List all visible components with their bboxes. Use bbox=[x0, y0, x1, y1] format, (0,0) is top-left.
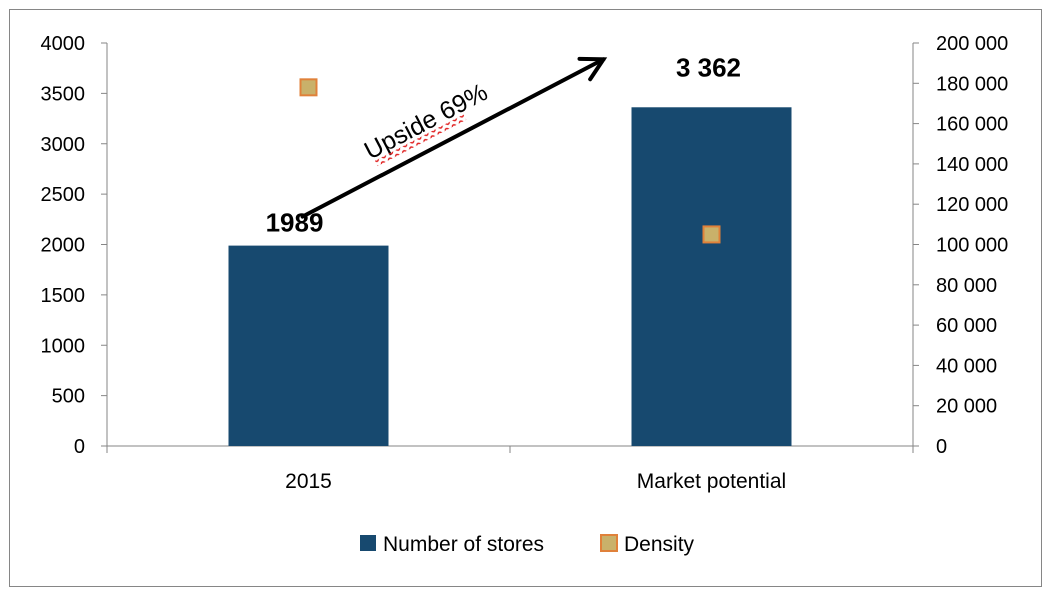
left-tick-label: 2500 bbox=[41, 184, 86, 206]
marker-series bbox=[299, 78, 721, 244]
left-tick-label: 1500 bbox=[41, 285, 86, 307]
right-tick-label: 200 000 bbox=[936, 33, 1008, 55]
left-tick-label: 500 bbox=[52, 386, 85, 408]
right-tick-label: 80 000 bbox=[936, 275, 997, 297]
x-axis: 2015 Market potential bbox=[106, 445, 914, 493]
left-tick-label: 1000 bbox=[41, 335, 86, 357]
chart-frame bbox=[9, 9, 1042, 587]
legend-label-number-of-stores: Number of stores bbox=[383, 533, 544, 556]
category-label: Market potential bbox=[637, 470, 786, 493]
right-tick-label: 20 000 bbox=[936, 396, 997, 418]
legend-swatch-number-of-stores bbox=[360, 535, 376, 551]
legend-swatch-density bbox=[600, 534, 618, 552]
right-tick-label: 0 bbox=[936, 436, 947, 458]
right-tick-label: 160 000 bbox=[936, 114, 1008, 136]
legend-label-density: Density bbox=[624, 533, 695, 556]
category-label: 2015 bbox=[285, 470, 332, 493]
left-tick-label: 0 bbox=[74, 436, 85, 458]
right-tick-label: 60 000 bbox=[936, 315, 997, 337]
density-marker bbox=[702, 225, 721, 244]
left-tick-label: 4000 bbox=[41, 33, 86, 55]
right-tick-label: 140 000 bbox=[936, 154, 1008, 176]
right-tick-label: 40 000 bbox=[936, 355, 997, 377]
left-tick-label: 3500 bbox=[41, 83, 86, 105]
right-tick-label: 180 000 bbox=[936, 73, 1008, 95]
spellcheck-underline bbox=[374, 114, 467, 167]
bar bbox=[228, 245, 389, 446]
left-tick-label: 2000 bbox=[41, 235, 86, 257]
right-axis: 0 20 000 40 000 60 000 80 000 100 000 120 000 1… bbox=[912, 33, 1008, 458]
upside-arrow-line bbox=[300, 57, 606, 219]
density-marker bbox=[299, 78, 318, 97]
upside-label-group: Upside 69% bbox=[360, 78, 492, 167]
upside-arrow-head bbox=[577, 56, 608, 82]
bar bbox=[631, 107, 792, 446]
right-tick-label: 120 000 bbox=[936, 194, 1008, 216]
left-axis: 0 500 1000 1500 2000 2500 3000 3500 4000 bbox=[41, 33, 108, 458]
upside-annotation: Upside 69% bbox=[300, 56, 608, 219]
legend: Number of stores Density bbox=[360, 533, 695, 556]
right-tick-label: 100 000 bbox=[936, 235, 1008, 257]
bar-value-label: 3 362 bbox=[676, 52, 741, 82]
bar-series bbox=[228, 107, 792, 446]
left-tick-label: 3000 bbox=[41, 134, 86, 156]
